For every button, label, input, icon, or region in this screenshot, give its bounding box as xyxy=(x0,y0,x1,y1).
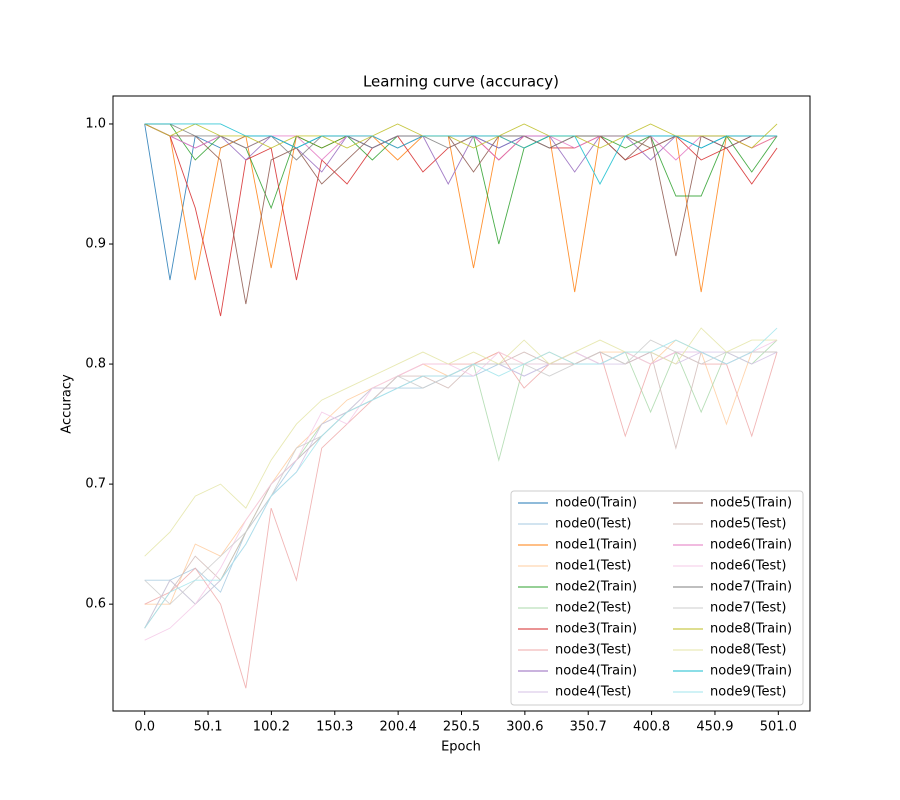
data-line xyxy=(144,123,778,185)
data-line xyxy=(144,123,778,305)
legend-label: node6(Test) xyxy=(710,559,786,574)
legend-label: node8(Train) xyxy=(710,622,792,637)
legend-label: node0(Test) xyxy=(555,517,631,532)
x-tick-label: 300.6 xyxy=(506,720,543,735)
legend-label: node3(Test) xyxy=(555,643,631,658)
legend-label: node5(Test) xyxy=(710,517,786,532)
data-line xyxy=(144,123,778,149)
x-tick-label: 400.8 xyxy=(633,720,670,735)
x-axis-label: Epoch xyxy=(441,740,481,755)
x-tick-label: 0.0 xyxy=(134,720,155,735)
y-tick-label: 0.9 xyxy=(85,237,106,252)
x-tick-label: 100.2 xyxy=(253,720,290,735)
legend-label: node2(Test) xyxy=(555,601,631,616)
data-line xyxy=(144,123,778,185)
data-line xyxy=(144,351,778,629)
plot-area xyxy=(144,123,778,689)
x-tick-label: 50.1 xyxy=(194,720,223,735)
legend-box xyxy=(510,490,804,706)
legend-label: node9(Train) xyxy=(710,664,792,679)
y-tick-label: 0.8 xyxy=(85,357,106,372)
data-line xyxy=(144,327,778,629)
legend-label: node4(Test) xyxy=(555,685,631,700)
legend-label: node1(Test) xyxy=(555,559,631,574)
legend-label: node9(Test) xyxy=(710,685,786,700)
x-tick-label: 501.0 xyxy=(760,720,797,735)
legend-label: node0(Train) xyxy=(555,496,637,511)
data-line xyxy=(144,327,778,557)
legend-label: node3(Train) xyxy=(555,622,637,637)
legend-label: node2(Train) xyxy=(555,580,637,595)
y-axis-label: Accuracy xyxy=(60,374,75,434)
chart-title: Learning curve (accuracy) xyxy=(363,73,559,91)
x-tick-label: 150.3 xyxy=(316,720,353,735)
legend-label: node7(Train) xyxy=(710,580,792,595)
legend-label: node6(Train) xyxy=(710,538,792,553)
x-tick-label: 250.5 xyxy=(443,720,480,735)
legend-label: node8(Test) xyxy=(710,643,786,658)
x-tick-label: 450.9 xyxy=(696,720,733,735)
legend-label: node7(Test) xyxy=(710,601,786,616)
legend-label: node4(Train) xyxy=(555,664,637,679)
legend-label: node1(Train) xyxy=(555,538,637,553)
y-tick-label: 0.7 xyxy=(85,477,106,492)
x-tick-label: 200.4 xyxy=(380,720,417,735)
x-tick-label: 350.7 xyxy=(570,720,607,735)
y-tick-label: 0.6 xyxy=(85,597,106,612)
y-tick-label: 1.0 xyxy=(85,116,106,131)
legend: node0(Train) node0(Test) node1(Train) node1… xyxy=(510,490,804,706)
legend-label: node5(Train) xyxy=(710,496,792,511)
